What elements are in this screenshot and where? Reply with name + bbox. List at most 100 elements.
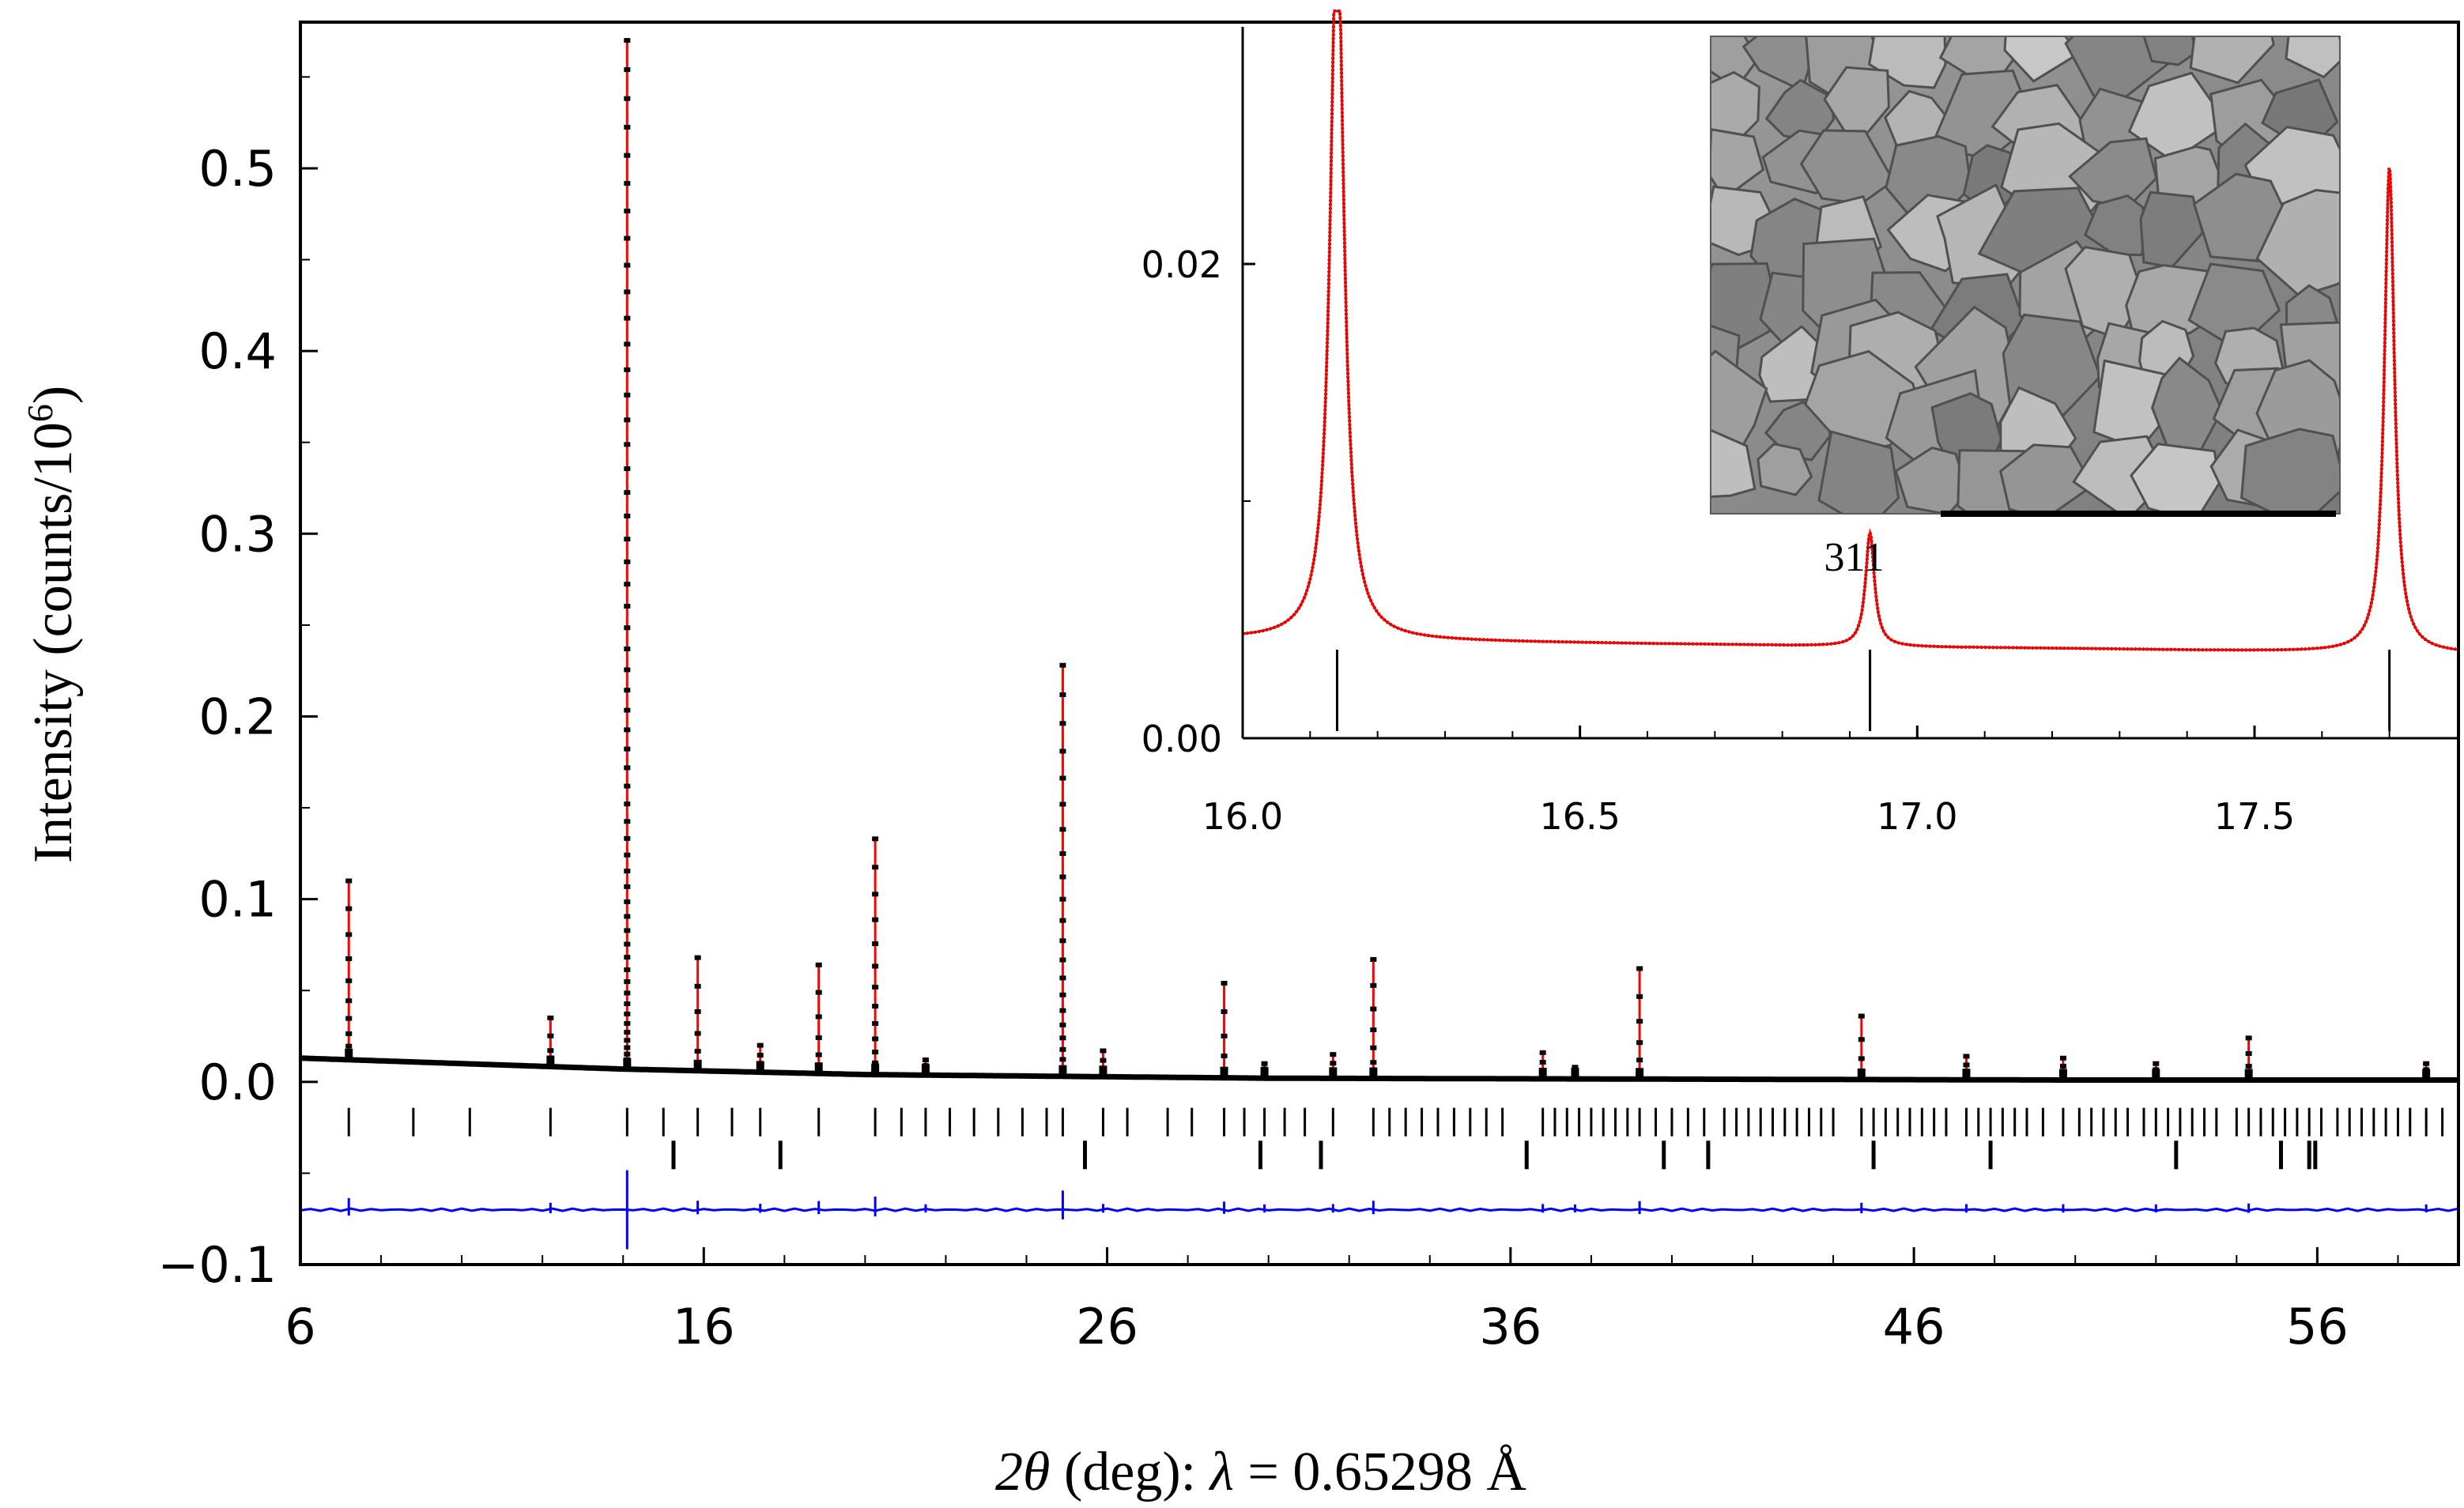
sem-grain <box>2083 194 2149 257</box>
main-background-layer <box>300 1055 2458 1083</box>
observed-point <box>624 625 631 631</box>
observed-point <box>815 1014 822 1020</box>
y-tick-label: −0.1 <box>157 1236 277 1294</box>
observed-peak <box>1260 1061 1269 1081</box>
observed-point <box>1059 1008 1066 1013</box>
observed-point <box>872 1021 879 1027</box>
observed-peak <box>1571 1065 1579 1082</box>
y-axis-label-main: Intensity (counts/10 <box>23 422 84 863</box>
observed-point <box>624 1045 631 1050</box>
observed-point <box>1059 775 1066 781</box>
observed-point <box>1370 982 1377 988</box>
inset-axis-ticks: 16.0 16.5 17.0 17.5 0.00 0.02 <box>1141 243 2391 838</box>
x-axis-label-value: = 0.65298 Å <box>1234 1442 1526 1502</box>
observed-point <box>1636 993 1643 999</box>
observed-point <box>1059 938 1066 944</box>
observed-point <box>1059 992 1066 997</box>
observed-point <box>1221 1054 1228 1059</box>
observed-point <box>1370 1006 1377 1012</box>
observed-peak-base <box>756 1061 764 1073</box>
observed-point <box>624 341 631 347</box>
sem-grain <box>1894 446 1970 514</box>
observed-peak-base <box>2422 1069 2431 1080</box>
observed-point <box>757 1042 764 1048</box>
observed-point <box>345 1031 353 1036</box>
observed-point <box>624 727 631 733</box>
observed-point <box>1370 1027 1377 1033</box>
observed-point <box>1370 1060 1377 1065</box>
observed-point <box>1330 1061 1337 1066</box>
observed-point <box>624 1051 631 1057</box>
observed-point <box>624 835 631 841</box>
observed-point <box>624 884 631 889</box>
observed-peak <box>756 1042 764 1075</box>
difference-curve <box>300 1207 2459 1212</box>
observed-point <box>872 865 879 870</box>
observed-point <box>624 928 631 933</box>
observed-point <box>345 956 353 961</box>
difference-curve-layer <box>300 1170 2459 1250</box>
observed-point <box>624 688 631 693</box>
y-axis-label-sup: 6 <box>20 404 60 422</box>
observed-point <box>872 941 879 947</box>
observed-peak-base <box>1220 1066 1228 1078</box>
y-tick-label: 0.2 <box>198 688 277 745</box>
observed-point <box>2059 1063 2066 1069</box>
inset-series-layer <box>1242 9 2458 652</box>
observed-peak <box>2058 1055 2067 1083</box>
observed-point <box>1059 827 1066 832</box>
observed-point <box>1539 1060 1546 1065</box>
observed-point <box>1059 801 1066 807</box>
observed-point <box>624 38 631 43</box>
observed-peak <box>871 836 880 1077</box>
x-axis-label-lambda: λ <box>1209 1442 1234 1502</box>
observed-point <box>624 442 631 447</box>
observed-peak-base <box>623 1057 632 1069</box>
sem-grain <box>2142 36 2198 66</box>
observed-point <box>1059 692 1066 698</box>
observed-peak-base <box>1636 1068 1644 1080</box>
observed-point <box>624 869 631 874</box>
observed-point <box>624 647 631 652</box>
observed-point <box>1221 1033 1228 1039</box>
sem-grain <box>1999 443 2094 514</box>
observed-peak <box>1636 966 1644 1082</box>
observed-point <box>694 1008 701 1014</box>
observed-point <box>2423 1061 2430 1066</box>
observed-point <box>1858 1037 1865 1042</box>
observed-point <box>1059 1057 1066 1062</box>
observed-point <box>547 1048 554 1054</box>
observed-point <box>872 984 879 990</box>
observed-point <box>624 765 631 771</box>
observed-point <box>1059 1046 1066 1052</box>
observed-point <box>1330 1052 1337 1057</box>
observed-peak <box>1058 662 1067 1079</box>
inset-x-tick-label: 16.5 <box>1539 795 1620 838</box>
observed-peak <box>2244 1035 2253 1083</box>
observed-point <box>624 96 631 101</box>
observed-point <box>624 262 631 268</box>
observed-point <box>1059 874 1066 880</box>
observed-point <box>872 1036 879 1042</box>
inset-x-tick-label: 16.0 <box>1202 795 1283 838</box>
observed-point <box>1539 1050 1546 1055</box>
observed-point <box>872 963 879 969</box>
observed-peak <box>623 38 632 1072</box>
observed-point <box>1059 918 1066 923</box>
observed-point <box>345 998 353 1004</box>
observed-point <box>624 124 631 130</box>
sem-grains <box>1711 36 2340 514</box>
observed-peak-base <box>1099 1065 1107 1077</box>
observed-point <box>624 990 631 996</box>
x-tick-label: 56 <box>2286 1298 2349 1355</box>
bragg-row-phase-1 <box>347 1107 2444 1137</box>
observed-background <box>300 1055 2458 1083</box>
observed-point <box>624 289 631 295</box>
observed-point <box>624 67 631 73</box>
x-tick-label: 26 <box>1076 1298 1138 1355</box>
observed-point <box>345 978 353 983</box>
observed-point <box>1572 1065 1579 1070</box>
observed-point <box>1059 896 1066 902</box>
inset-x-tick-label: 17.5 <box>2214 795 2295 838</box>
observed-point <box>1059 1022 1066 1027</box>
